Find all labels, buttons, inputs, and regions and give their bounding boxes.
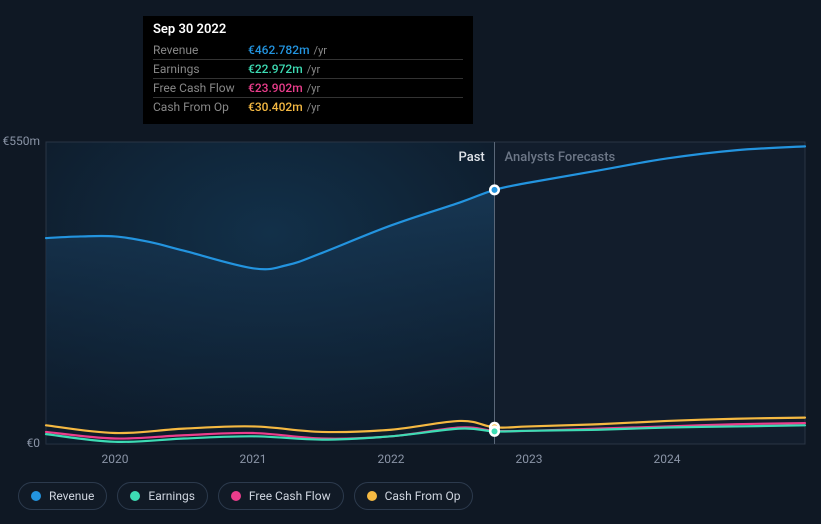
legend-dot-icon <box>130 491 140 501</box>
legend-label: Free Cash Flow <box>249 489 331 503</box>
legend-label: Revenue <box>49 489 94 503</box>
tooltip-row-label: Earnings <box>153 60 248 79</box>
tooltip-row-value: €30.402m/yr <box>248 98 463 117</box>
legend-label: Cash From Op <box>385 489 461 503</box>
legend-item-free_cash_flow[interactable]: Free Cash Flow <box>218 482 344 510</box>
legend-dot-icon <box>31 491 41 501</box>
legend-item-earnings[interactable]: Earnings <box>117 482 208 510</box>
tooltip-row: Revenue€462.782m/yr <box>153 41 463 60</box>
y-tick-label: €0 <box>0 436 40 450</box>
y-tick-label: €550m <box>0 134 40 148</box>
tooltip-row-value: €462.782m/yr <box>248 41 463 60</box>
x-tick-label: 2020 <box>102 452 129 466</box>
phase-label-forecast: Analysts Forecasts <box>505 150 616 165</box>
chart-legend: Revenue Earnings Free Cash Flow Cash From O… <box>18 482 473 510</box>
tooltip-row-label: Cash From Op <box>153 98 248 117</box>
tooltip-row: Earnings€22.972m/yr <box>153 60 463 79</box>
tooltip-row: Free Cash Flow€23.902m/yr <box>153 79 463 98</box>
tooltip-row-value: €22.972m/yr <box>248 60 463 79</box>
tooltip-row-label: Free Cash Flow <box>153 79 248 98</box>
x-tick-label: 2021 <box>240 452 267 466</box>
phase-label-past: Past <box>459 150 485 165</box>
x-tick-label: 2023 <box>516 452 543 466</box>
tooltip-row-value: €23.902m/yr <box>248 79 463 98</box>
legend-item-revenue[interactable]: Revenue <box>18 482 107 510</box>
x-tick-label: 2022 <box>378 452 405 466</box>
x-tick-label: 2024 <box>654 452 681 466</box>
chart-tooltip: Sep 30 2022 Revenue€462.782m/yrEarnings€… <box>143 16 473 124</box>
legend-item-cash_from_op[interactable]: Cash From Op <box>354 482 474 510</box>
legend-dot-icon <box>367 491 377 501</box>
tooltip-row-label: Revenue <box>153 41 248 60</box>
legend-label: Earnings <box>148 489 195 503</box>
tooltip-title: Sep 30 2022 <box>153 22 463 37</box>
tooltip-row: Cash From Op€30.402m/yr <box>153 98 463 117</box>
financials-chart: €550m €0 2020 2021 2022 2023 2024 Past Analys… <box>0 0 821 524</box>
legend-dot-icon <box>231 491 241 501</box>
